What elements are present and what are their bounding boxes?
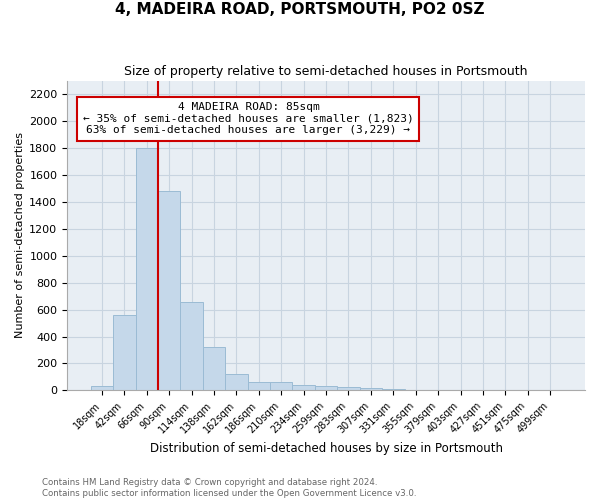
Text: Contains HM Land Registry data © Crown copyright and database right 2024.
Contai: Contains HM Land Registry data © Crown c… (42, 478, 416, 498)
Text: 4, MADEIRA ROAD, PORTSMOUTH, PO2 0SZ: 4, MADEIRA ROAD, PORTSMOUTH, PO2 0SZ (115, 2, 485, 18)
Bar (136, 148, 158, 390)
Bar (91, 386, 113, 390)
Bar (382, 389, 404, 390)
Bar (292, 385, 315, 390)
Bar (113, 315, 136, 390)
Bar (315, 386, 337, 390)
Bar (248, 382, 270, 390)
Bar (181, 302, 203, 390)
Bar (337, 387, 359, 390)
Title: Size of property relative to semi-detached houses in Portsmouth: Size of property relative to semi-detach… (124, 65, 528, 78)
Bar (359, 388, 382, 390)
Y-axis label: Number of semi-detached properties: Number of semi-detached properties (15, 132, 25, 338)
Bar (203, 346, 225, 391)
X-axis label: Distribution of semi-detached houses by size in Portsmouth: Distribution of semi-detached houses by … (149, 442, 503, 455)
Bar (270, 382, 292, 390)
Bar (158, 191, 181, 390)
Bar (225, 374, 248, 390)
Text: 4 MADEIRA ROAD: 85sqm
← 35% of semi-detached houses are smaller (1,823)
63% of s: 4 MADEIRA ROAD: 85sqm ← 35% of semi-deta… (83, 102, 414, 136)
